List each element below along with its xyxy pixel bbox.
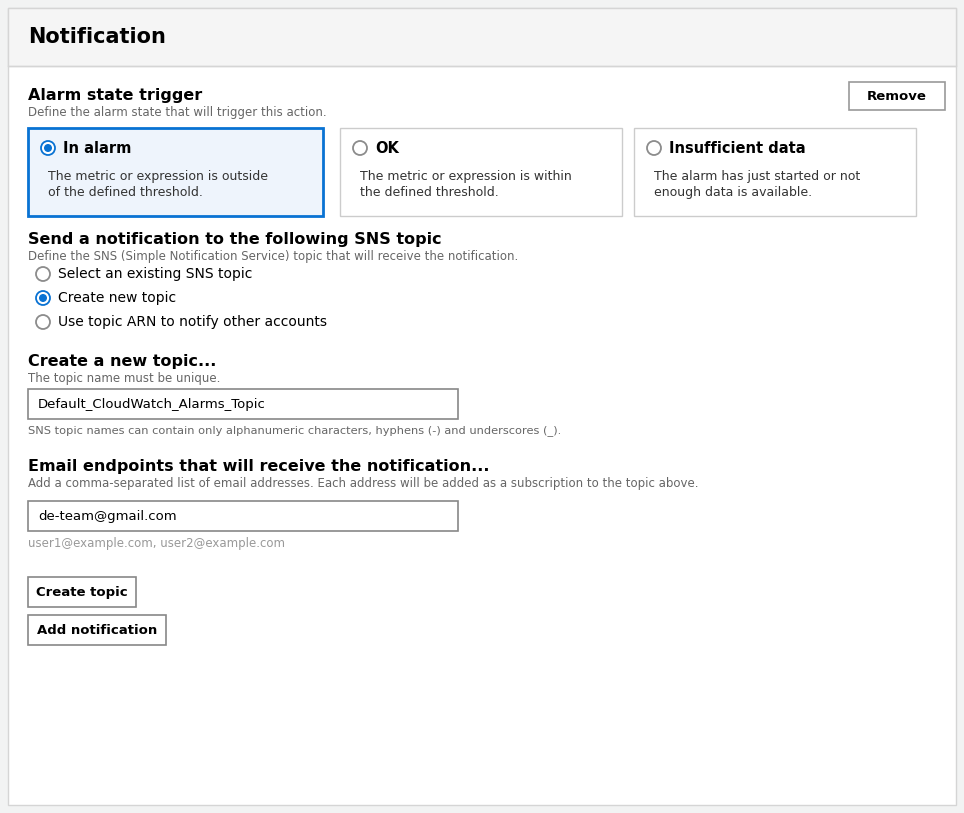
Text: Default_CloudWatch_Alarms_Topic: Default_CloudWatch_Alarms_Topic bbox=[38, 398, 266, 411]
Text: Create a new topic...: Create a new topic... bbox=[28, 354, 216, 369]
Text: Alarm state trigger: Alarm state trigger bbox=[28, 88, 202, 103]
Text: Create topic: Create topic bbox=[37, 585, 128, 598]
Text: Define the alarm state that will trigger this action.: Define the alarm state that will trigger… bbox=[28, 106, 327, 119]
Bar bbox=[28, 577, 136, 607]
Text: Define the SNS (Simple Notification Service) topic that will receive the notific: Define the SNS (Simple Notification Serv… bbox=[28, 250, 519, 263]
Text: The topic name must be unique.: The topic name must be unique. bbox=[28, 372, 221, 385]
Circle shape bbox=[36, 315, 50, 329]
Bar bbox=[28, 128, 323, 216]
Text: of the defined threshold.: of the defined threshold. bbox=[48, 186, 202, 199]
Bar bbox=[28, 501, 458, 531]
Text: Add a comma-separated list of email addresses. Each address will be added as a s: Add a comma-separated list of email addr… bbox=[28, 477, 699, 490]
Circle shape bbox=[39, 294, 47, 302]
Circle shape bbox=[41, 141, 55, 155]
Bar bbox=[28, 615, 166, 645]
Circle shape bbox=[647, 141, 661, 155]
Circle shape bbox=[44, 144, 52, 152]
Text: The metric or expression is within: The metric or expression is within bbox=[360, 170, 572, 183]
Text: The alarm has just started or not: The alarm has just started or not bbox=[654, 170, 860, 183]
Text: the defined threshold.: the defined threshold. bbox=[360, 186, 498, 199]
Circle shape bbox=[36, 291, 50, 305]
Circle shape bbox=[36, 267, 50, 281]
Text: Insufficient data: Insufficient data bbox=[669, 141, 806, 156]
Text: Add notification: Add notification bbox=[37, 624, 157, 637]
Text: SNS topic names can contain only alphanumeric characters, hyphens (-) and unders: SNS topic names can contain only alphanu… bbox=[28, 425, 561, 436]
Text: Create new topic: Create new topic bbox=[58, 291, 176, 305]
Text: Notification: Notification bbox=[28, 27, 166, 47]
Text: In alarm: In alarm bbox=[63, 141, 131, 156]
Text: enough data is available.: enough data is available. bbox=[654, 186, 812, 199]
Text: Email endpoints that will receive the notification...: Email endpoints that will receive the no… bbox=[28, 459, 490, 474]
Text: Remove: Remove bbox=[867, 89, 927, 102]
Text: user1@example.com, user2@example.com: user1@example.com, user2@example.com bbox=[28, 537, 285, 550]
Text: Send a notification to the following SNS topic: Send a notification to the following SNS… bbox=[28, 232, 442, 247]
Bar bbox=[8, 8, 956, 66]
Bar bbox=[634, 128, 916, 216]
Bar bbox=[849, 82, 945, 110]
Bar bbox=[28, 389, 458, 419]
Circle shape bbox=[353, 141, 367, 155]
Text: Select an existing SNS topic: Select an existing SNS topic bbox=[58, 267, 253, 281]
Text: OK: OK bbox=[375, 141, 399, 156]
Text: Use topic ARN to notify other accounts: Use topic ARN to notify other accounts bbox=[58, 315, 327, 329]
Text: de-team@gmail.com: de-team@gmail.com bbox=[38, 510, 176, 523]
Text: The metric or expression is outside: The metric or expression is outside bbox=[48, 170, 268, 183]
Bar bbox=[340, 128, 622, 216]
